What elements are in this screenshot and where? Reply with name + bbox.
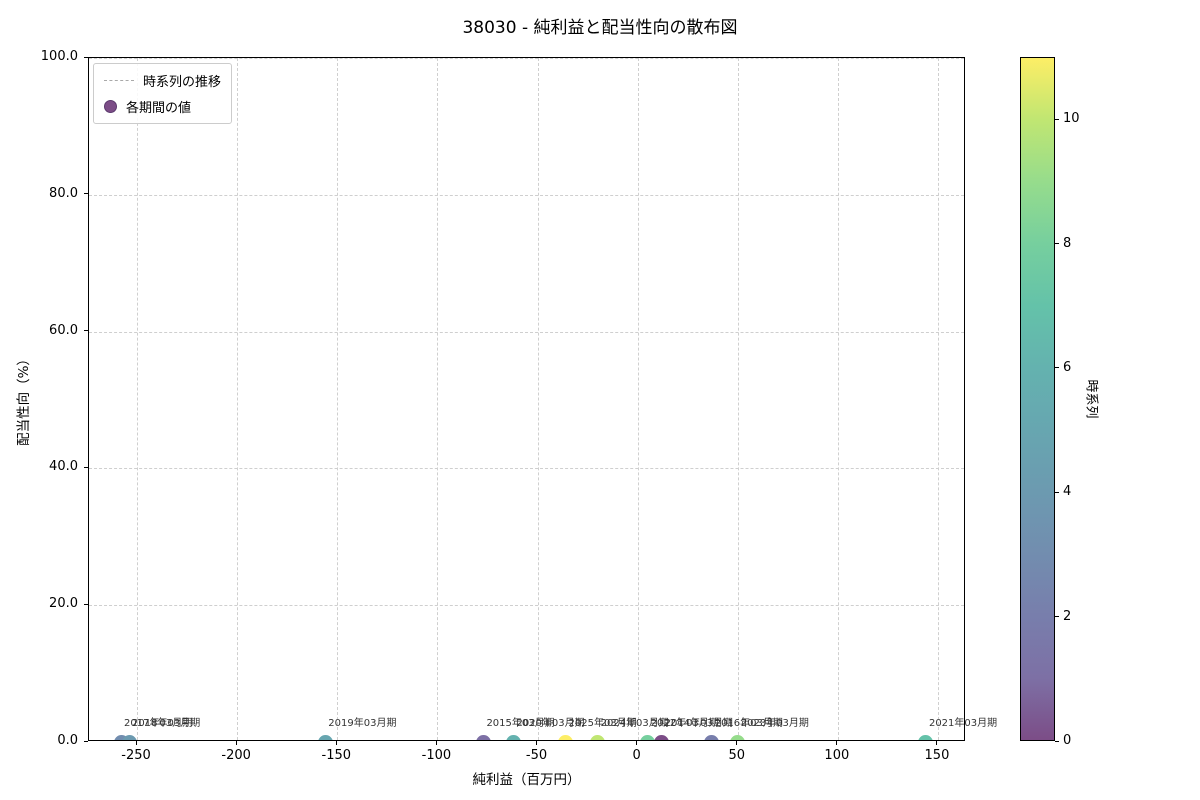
y-tick-mark (84, 193, 88, 195)
x-gridline (337, 58, 339, 740)
x-gridline (837, 58, 839, 740)
scatter-point (730, 734, 746, 740)
colorbar-tick-mark (1055, 491, 1059, 493)
legend-points-label: 各期間の値 (126, 101, 192, 116)
scatter-point (558, 734, 574, 740)
point-annotation: 2019年03月期 (328, 718, 397, 729)
colorbar-tick-mark (1055, 243, 1059, 245)
scatter-point (317, 734, 333, 740)
y-tick-mark (84, 466, 88, 468)
x-tick-label: -50 (525, 748, 548, 763)
colorbar-tick-label: 4 (1063, 484, 1072, 500)
x-axis-label: 純利益（百万円） (472, 772, 581, 788)
x-tick-mark (235, 741, 237, 745)
grid-layer (89, 58, 964, 740)
x-tick-mark (936, 741, 938, 745)
y-tick-label: 0.0 (57, 733, 78, 748)
y-tick-label: 20.0 (49, 596, 78, 612)
x-tick-mark (536, 741, 537, 745)
x-tick-label: -250 (121, 748, 151, 763)
y-tick-mark (84, 603, 88, 605)
y-tick-label: 40.0 (49, 459, 78, 475)
point-annotation: 2018年03月期 (132, 718, 201, 729)
point-annotation: 2022年03月期 (650, 718, 719, 729)
y-tick-label: 100.0 (40, 49, 78, 64)
x-tick-mark (636, 741, 638, 745)
scatter-point (590, 734, 606, 740)
scatter-marker-icon (104, 100, 117, 113)
scatter-point (654, 734, 670, 740)
colorbar (1020, 57, 1055, 741)
x-tick-mark (836, 741, 838, 745)
point-layer (89, 58, 964, 740)
x-tick-mark (135, 741, 137, 745)
y-tick-mark (84, 740, 88, 742)
colorbar-tick-mark (1055, 118, 1059, 120)
y-gridline (89, 331, 964, 333)
y-axis-label: 配当性向（%） (16, 352, 32, 446)
y-tick-mark (84, 56, 88, 58)
point-annotation: 2015年03月期 (486, 718, 555, 729)
point-annotation: 2020年03月期 (516, 718, 585, 729)
x-tick-label: 150 (924, 748, 950, 763)
colorbar-tick-label: 10 (1063, 111, 1080, 127)
scatter-point (918, 734, 934, 740)
x-tick-mark (435, 741, 437, 745)
legend-trend-label: 時系列の推移 (143, 75, 222, 90)
x-tick-label: -100 (421, 748, 452, 763)
x-gridline (137, 58, 139, 740)
chart-title: 38030 - 純利益と配当性向の散布図 (462, 18, 738, 38)
y-gridline (89, 468, 964, 470)
scatter-point (121, 734, 137, 740)
x-tick-mark (335, 741, 337, 745)
legend: 時系列の推移 各期間の値 (93, 63, 233, 124)
colorbar-label: 時系列 (1083, 379, 1099, 419)
x-tick-label: -200 (221, 748, 251, 763)
legend-item-trend: 時系列の推移 (104, 71, 221, 90)
point-annotation: 2024年03月期 (600, 718, 669, 729)
colorbar-tick-mark (1055, 616, 1059, 618)
x-gridline (437, 58, 439, 740)
x-tick-label: 0 (632, 748, 641, 763)
y-tick-mark (84, 330, 88, 332)
scatter-point (113, 734, 129, 740)
x-gridline (537, 58, 539, 740)
dashed-line-icon (104, 80, 134, 81)
scatter-point (475, 734, 491, 740)
legend-item-points: 各期間の値 (104, 97, 221, 116)
point-annotation: 2021年03月期 (928, 718, 998, 729)
scatter-point (704, 734, 720, 740)
x-gridline (737, 58, 739, 740)
colorbar-tick-label: 2 (1063, 608, 1072, 624)
y-gridline (89, 605, 964, 607)
point-annotation: 2016年03月期 (714, 718, 783, 729)
y-gridline (89, 58, 964, 59)
point-annotation: 2025年03月期 (568, 718, 637, 729)
x-gridline (937, 58, 939, 740)
x-tick-label: -150 (321, 748, 352, 763)
scatter-point (505, 734, 521, 740)
colorbar-tick-label: 6 (1063, 359, 1072, 375)
x-tick-label: 50 (728, 748, 746, 763)
x-gridline (237, 58, 239, 740)
colorbar-tick-label: 8 (1063, 235, 1072, 251)
colorbar-tick-mark (1055, 740, 1059, 742)
point-annotation: 2017年03月期 (124, 718, 193, 729)
point-annotation: 2023年03月期 (740, 718, 809, 729)
point-annotation: 2014年03月期 (664, 718, 733, 729)
x-gridline (637, 58, 639, 740)
colorbar-tick-mark (1055, 367, 1059, 369)
y-gridline (89, 194, 964, 196)
scatter-point (640, 734, 656, 740)
y-tick-label: 80.0 (49, 185, 78, 201)
x-tick-mark (736, 741, 738, 745)
colorbar-tick-label: 0 (1063, 733, 1072, 748)
y-tick-label: 60.0 (49, 322, 78, 338)
plot-area (88, 57, 965, 741)
x-tick-label: 100 (824, 748, 850, 763)
